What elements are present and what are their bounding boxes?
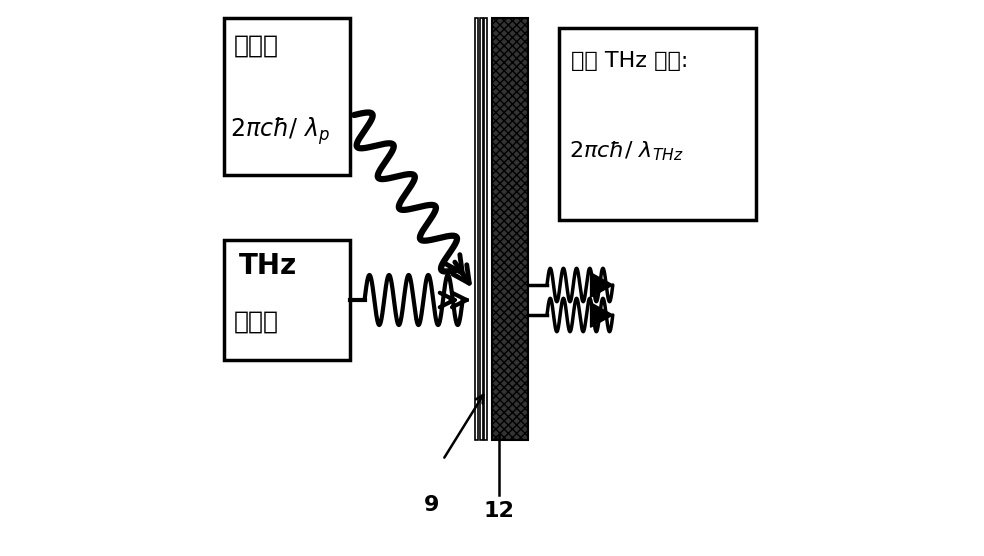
Bar bbox=[475, 18, 478, 440]
Text: 相于 THz 辐射:: 相于 THz 辐射: bbox=[571, 51, 688, 71]
Bar bbox=[224, 240, 349, 360]
Text: $2\pi c\hbar/\ \lambda_{THz}$: $2\pi c\hbar/\ \lambda_{THz}$ bbox=[569, 140, 683, 163]
Text: 泵浦光: 泵浦光 bbox=[234, 34, 279, 58]
Text: THz: THz bbox=[239, 252, 297, 280]
Bar bbox=[492, 18, 527, 440]
Text: $2\pi c\hbar/\ \lambda_p$: $2\pi c\hbar/\ \lambda_p$ bbox=[230, 115, 331, 147]
Text: 信号波: 信号波 bbox=[234, 310, 279, 334]
Polygon shape bbox=[590, 303, 613, 327]
Bar bbox=[559, 28, 757, 220]
Polygon shape bbox=[590, 273, 613, 297]
Bar bbox=[224, 18, 349, 175]
Bar bbox=[480, 18, 483, 440]
Text: 12: 12 bbox=[484, 500, 515, 520]
Text: 9: 9 bbox=[424, 495, 439, 515]
Bar bbox=[484, 18, 487, 440]
